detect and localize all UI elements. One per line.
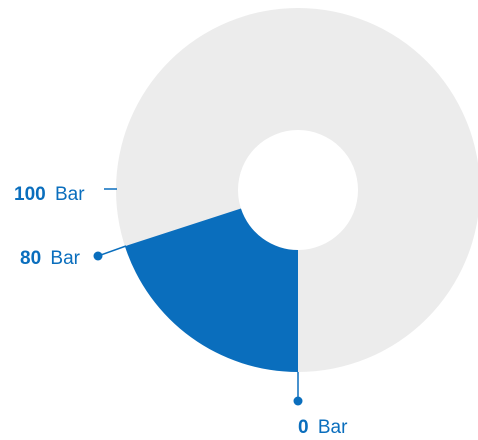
svg-text:100 Bar: 100 Bar: [14, 184, 85, 205]
scale-label-0-value: 0: [298, 417, 309, 438]
scale-label-80-unit: Bar: [50, 248, 80, 269]
scale-label-0-unit: Bar: [318, 417, 348, 438]
scale-dot-80: [93, 251, 103, 261]
scale-label-100-value: 100: [14, 184, 46, 205]
scale-label-80-value: 80: [20, 248, 41, 269]
scale-label-0: 0 Bar: [293, 372, 348, 438]
svg-text:0 Bar: 0 Bar: [298, 417, 348, 438]
scale-leader-80: [97, 245, 127, 257]
scale-label-100-unit: Bar: [55, 184, 85, 205]
gauge-value-sector: [124, 208, 298, 372]
svg-text:80 Bar: 80 Bar: [20, 248, 81, 269]
scale-label-80: 80 Bar: [20, 245, 127, 269]
scale-label-100: 100 Bar: [14, 184, 117, 205]
scale-dot-0: [293, 396, 303, 406]
